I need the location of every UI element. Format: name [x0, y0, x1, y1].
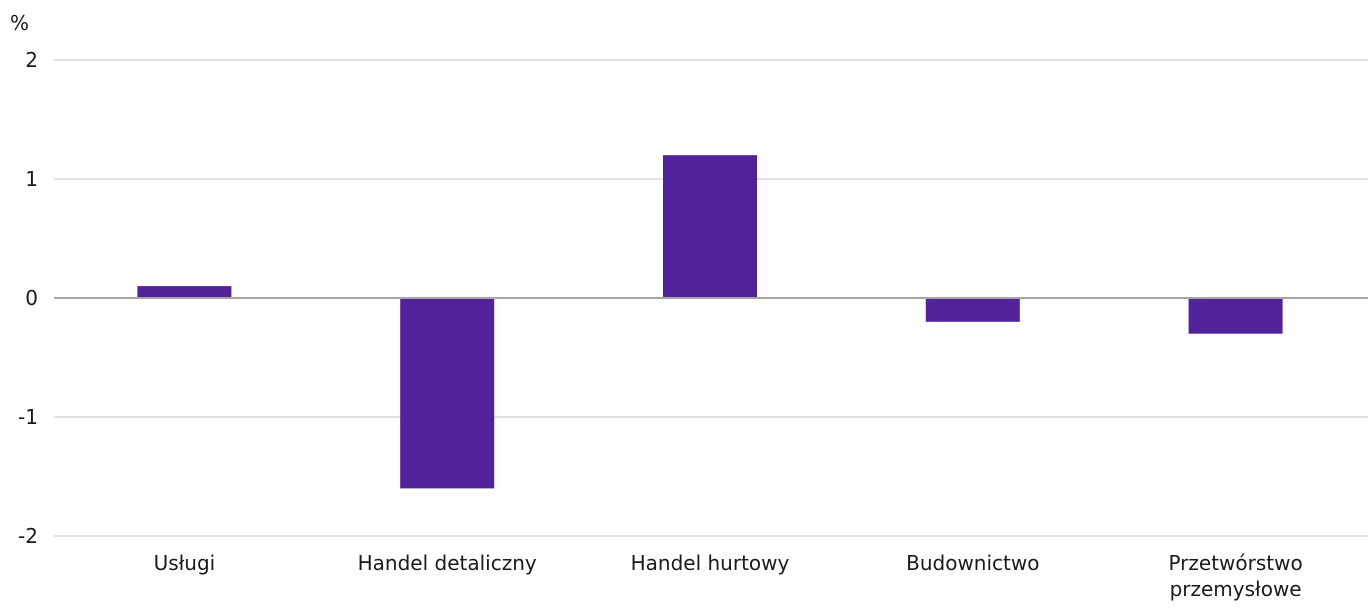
- category-label: Handel hurtowy: [631, 551, 790, 575]
- y-tick-labels: 2 1 0 -1 -2: [18, 48, 38, 548]
- y-axis-unit-label: %: [10, 11, 29, 35]
- bar: [925, 298, 1020, 322]
- y-tick-label: 0: [25, 286, 38, 310]
- y-tick-label: -2: [18, 524, 38, 548]
- bar: [137, 286, 232, 298]
- bar: [1188, 298, 1283, 334]
- category-label: Budownictwo: [906, 551, 1039, 575]
- category-label: Handel detaliczny: [358, 551, 537, 575]
- bar: [400, 298, 495, 489]
- category-label: Usługi: [154, 551, 216, 575]
- bars: [137, 155, 1283, 489]
- bar: [663, 155, 757, 298]
- category-label: Przetwórstwo przemysłowe: [1168, 551, 1302, 601]
- category-labels: Usługi Handel detaliczny Handel hurtowy Bud…: [154, 551, 1303, 601]
- y-tick-label: 2: [25, 48, 38, 72]
- y-tick-label: 1: [25, 167, 38, 191]
- gridlines: [54, 59, 1368, 537]
- y-tick-label: -1: [18, 405, 38, 429]
